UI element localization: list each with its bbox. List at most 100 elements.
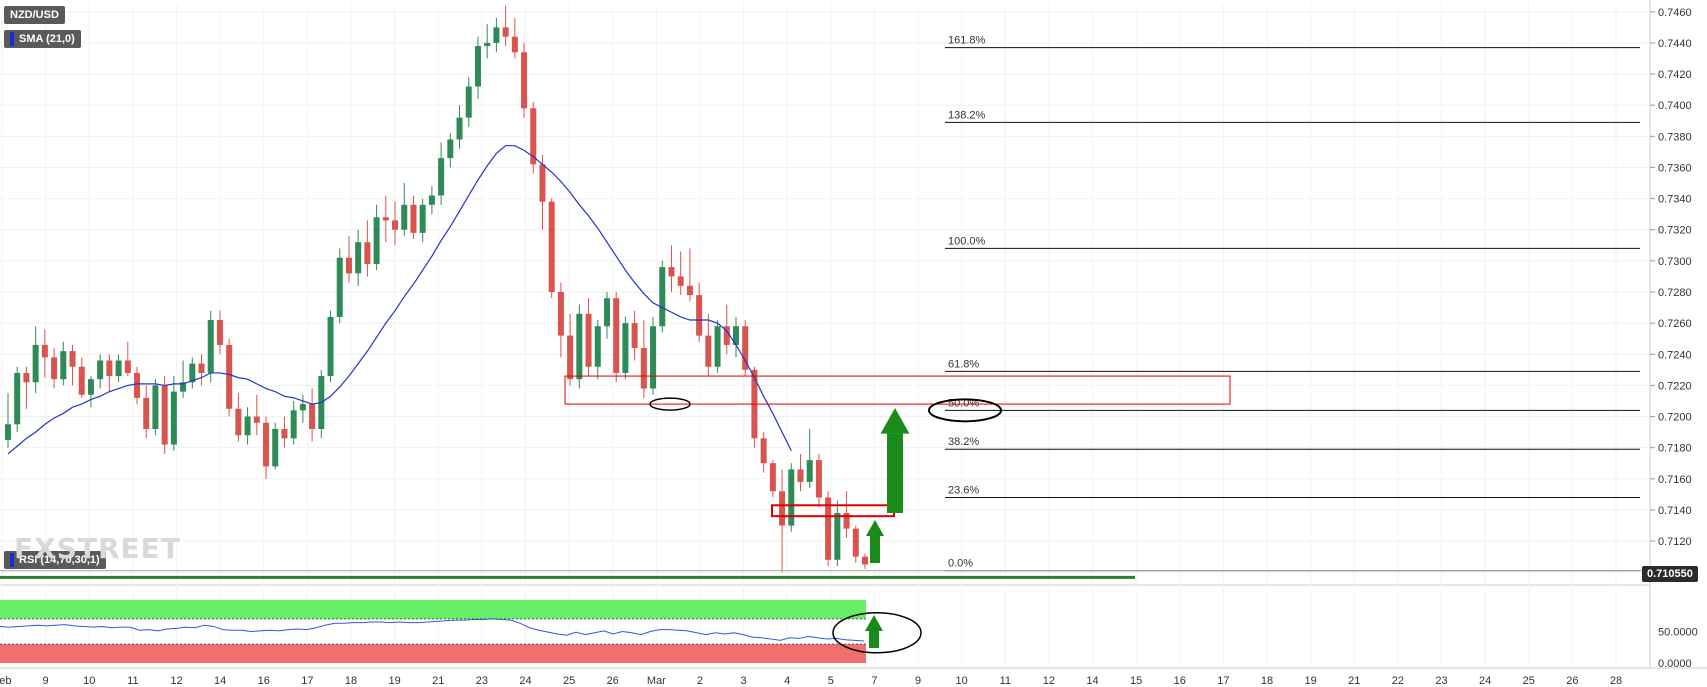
candle-body — [788, 469, 795, 526]
candle-body — [290, 410, 297, 439]
candle-body — [207, 320, 214, 373]
sma-indicator-label[interactable]: SMA (21,0) — [4, 30, 81, 48]
rsi-arrow-shaft — [869, 631, 879, 648]
time-tick-label: 9 — [43, 675, 49, 687]
symbol-label[interactable]: NZD/USD — [4, 6, 65, 24]
candle-body — [5, 424, 11, 440]
time-tick-label: 17 — [301, 675, 313, 687]
candle-body — [723, 326, 730, 345]
candle-body — [779, 491, 786, 526]
candle-body — [521, 52, 528, 109]
candle-body — [862, 556, 868, 565]
candle-body — [696, 295, 703, 336]
candle-body — [253, 416, 260, 423]
candle-body — [465, 86, 472, 118]
time-tick-label: 5 — [828, 675, 834, 687]
price-tick-label: 0.7140 — [1658, 505, 1692, 517]
candle-body — [705, 335, 712, 367]
candle-body — [327, 316, 334, 377]
price-tick-label: 0.7160 — [1658, 474, 1692, 486]
candle-body — [539, 164, 546, 202]
time-tick-label: 23 — [1435, 675, 1447, 687]
time-tick-label: 10 — [956, 675, 968, 687]
candle-body — [797, 469, 804, 482]
time-tick-label: 4 — [784, 675, 790, 687]
time-tick-label: 25 — [1523, 675, 1535, 687]
time-tick-label: 14 — [1086, 675, 1098, 687]
candle-body — [345, 257, 352, 274]
candle-body — [382, 217, 389, 221]
candle-body — [309, 404, 316, 429]
fib-level-label: 161.8% — [948, 35, 986, 47]
candle-body — [97, 360, 104, 380]
time-tick-label: 19 — [388, 675, 400, 687]
time-tick-label: 16 — [1174, 675, 1186, 687]
candle-body — [769, 463, 776, 492]
price-tick-label: 0.7360 — [1658, 162, 1692, 174]
price-tick-label: 0.7300 — [1658, 256, 1692, 268]
fib-level-label: 100.0% — [948, 235, 986, 247]
candle-body — [677, 276, 684, 286]
candle-body — [51, 357, 58, 380]
sma-color-swatch — [10, 32, 14, 47]
candle-body — [244, 416, 251, 436]
candle-body — [23, 372, 30, 383]
rsi-ellipse — [832, 612, 922, 654]
candle-body — [216, 320, 223, 345]
time-tick-label: 22 — [1392, 675, 1404, 687]
candle-body — [834, 513, 841, 560]
candle-body — [806, 460, 813, 482]
candle-body — [161, 385, 168, 445]
price-tick-label: 0.7180 — [1658, 443, 1692, 455]
swing-low-ellipse — [649, 397, 691, 411]
candle-body — [613, 298, 620, 373]
candle-body — [576, 313, 583, 380]
target-arrow-head — [880, 408, 910, 434]
rsi-tick-label: 0.0000 — [1658, 658, 1692, 670]
price-tick-label: 0.7220 — [1658, 380, 1692, 392]
candle-body — [355, 242, 362, 274]
candle-body — [106, 360, 113, 377]
candle-body — [124, 360, 131, 373]
time-tick-label: 15 — [1130, 675, 1142, 687]
rsi-indicator-label[interactable]: RSI (14,70,30,1) — [4, 551, 106, 569]
price-tick-label: 0.7460 — [1658, 7, 1692, 19]
candle-body — [603, 298, 610, 327]
time-tick-label: 3 — [741, 675, 747, 687]
candle-body — [447, 139, 454, 159]
time-tick-label: 28 — [1610, 675, 1622, 687]
candle-body — [14, 372, 21, 425]
candle-body — [438, 158, 445, 196]
time-tick-label: 9 — [915, 675, 921, 687]
candle-body — [134, 372, 141, 398]
price-tick-label: 0.7320 — [1658, 225, 1692, 237]
time-tick-label: 12 — [1043, 675, 1055, 687]
candle-body — [686, 285, 693, 296]
logo-text: FXSTREET — [14, 532, 181, 565]
time-tick-label: 14 — [214, 675, 226, 687]
candle-body — [557, 292, 564, 336]
candle-body — [548, 201, 555, 292]
fib-50-ellipse — [928, 398, 1002, 423]
candle-body — [640, 348, 647, 389]
candle-body — [474, 46, 481, 87]
rsi-arrow-head — [865, 615, 883, 631]
rsi-tick-label: 50.0000 — [1658, 627, 1698, 639]
rsi-label-text: RSI (14,70,30,1) — [19, 554, 100, 566]
candle-body — [622, 323, 629, 373]
time-tick-label: 11 — [127, 675, 138, 687]
last-price-text: 0.710550 — [1647, 568, 1693, 580]
candle-body — [364, 242, 371, 264]
candle-body — [650, 326, 657, 389]
candle-body — [143, 397, 150, 429]
candle-body — [299, 404, 306, 411]
candle-body — [760, 438, 767, 464]
candle-body — [668, 267, 675, 277]
candle-body — [714, 326, 721, 367]
candle-body — [115, 360, 122, 377]
price-tick-label: 0.7340 — [1658, 194, 1692, 206]
price-tick-label: 0.7240 — [1658, 349, 1692, 361]
bounce-arrow-head — [866, 520, 884, 536]
time-tick-label: 2 — [697, 675, 703, 687]
